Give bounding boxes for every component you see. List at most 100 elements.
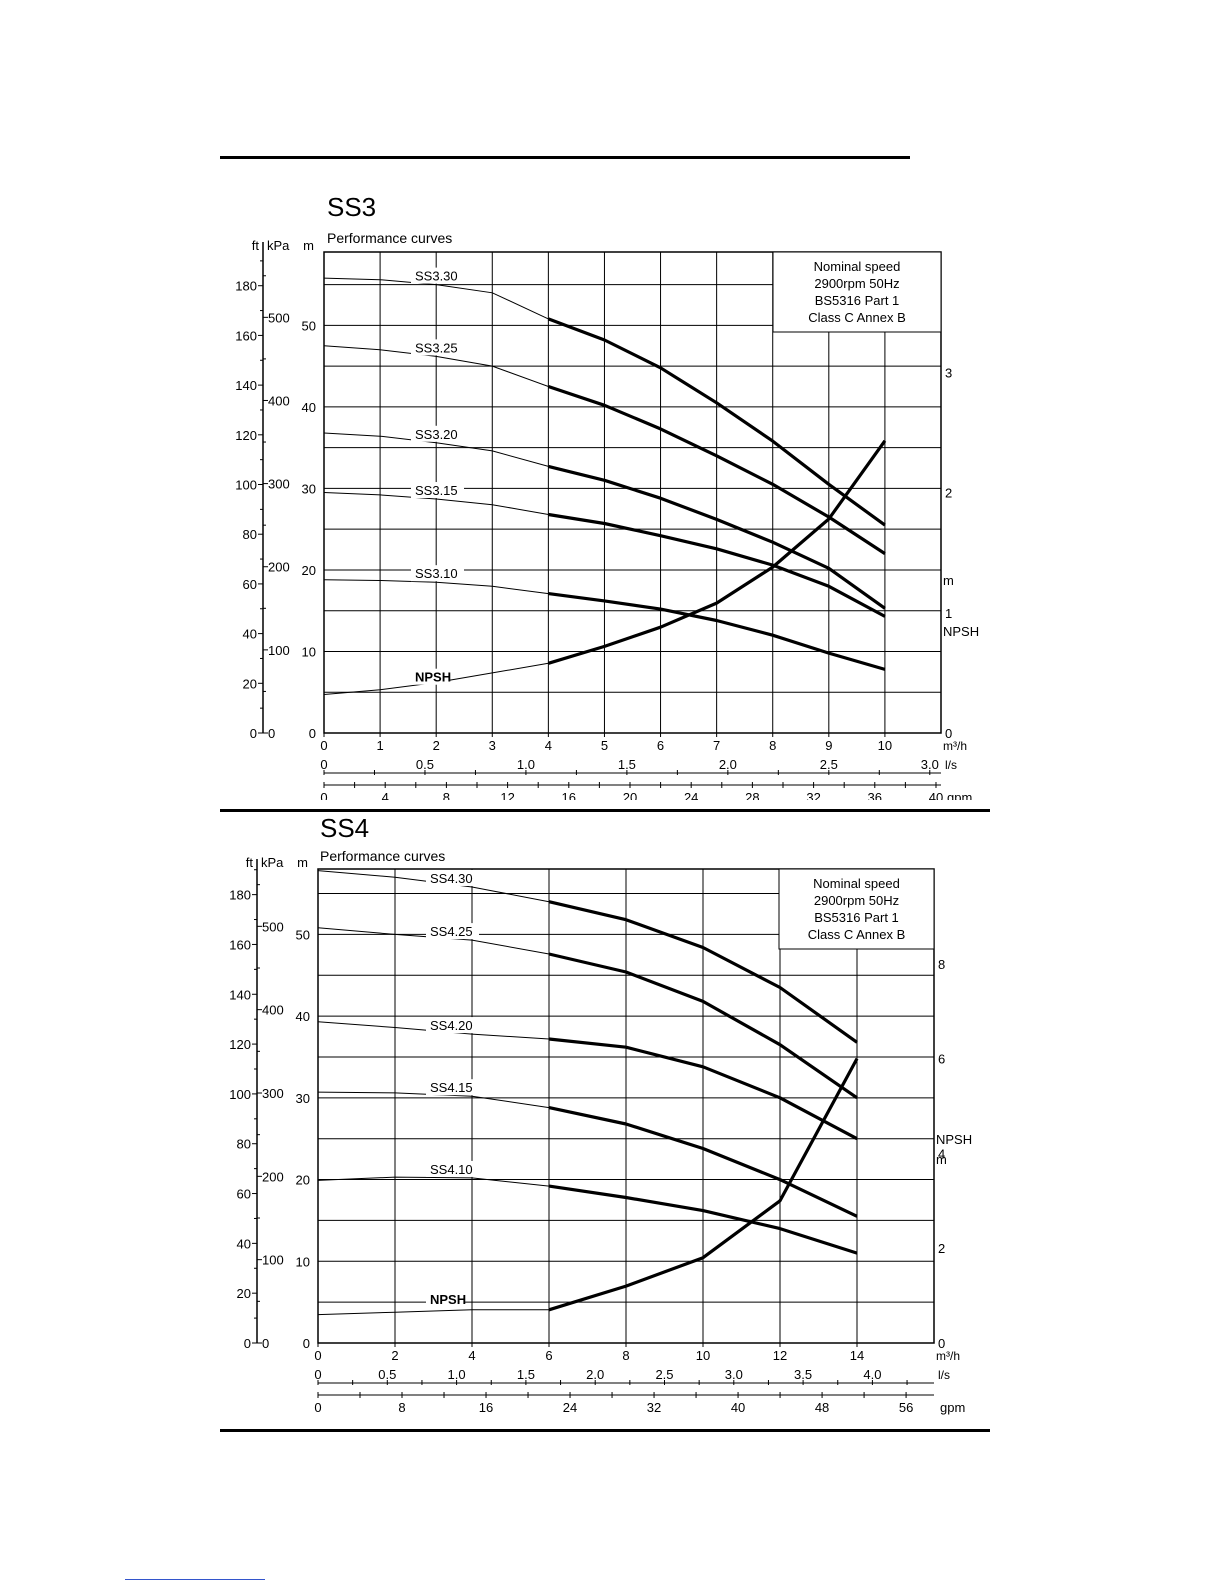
ls-tick-label: 0 (314, 1367, 321, 1382)
ls-tick-label: 1.0 (448, 1367, 466, 1382)
m-tick-label: 30 (302, 481, 316, 496)
ft-tick-label: 20 (237, 1286, 251, 1301)
ls-tick-label: 2.0 (719, 757, 737, 772)
series-ss3-25-curve (323, 345, 549, 387)
series-npsh-label-bg (411, 668, 449, 685)
ft-tick-label: 140 (229, 987, 251, 1002)
npsh-axis-label: NPSH (936, 1132, 972, 1147)
series-ss3-30-curve-bold (547, 317, 886, 527)
series-ss4-25-curve-bold (548, 952, 858, 1100)
ls-tick-label: 4.0 (863, 1367, 881, 1382)
series-npsh-label-bg (426, 1291, 464, 1308)
series-ss3-20-curve (323, 432, 549, 467)
gpm-tick-label: 36 (868, 790, 882, 800)
kpa-tick-label: 400 (262, 1003, 284, 1018)
series-ss3-30-label-bg (411, 267, 464, 284)
kpa-tick-label: 300 (268, 477, 290, 492)
gpm-tick-label: 24 (563, 1400, 577, 1415)
npsh-tick-label: 1 (945, 606, 952, 621)
series-npsh-curve (317, 1309, 549, 1316)
series-ss3-15-label-bg (411, 482, 464, 499)
ls-tick-label: 0 (320, 757, 327, 772)
m-tick-label: 10 (296, 1254, 310, 1269)
npsh-tick-label: 4 (938, 1146, 945, 1161)
series-ss3-20-label-bg (411, 425, 464, 442)
npsh-tick-label: 8 (938, 957, 945, 972)
note-box (772, 251, 942, 333)
series-ss4-10-curve-bold (548, 1184, 858, 1255)
m3h-tick-label: 2 (391, 1348, 398, 1363)
m3h-tick-label: 8 (769, 738, 776, 753)
series-ss4-20-curve-bold (548, 1037, 858, 1141)
chart-title: SS3 (327, 192, 376, 222)
kpa-tick-label: 500 (262, 919, 284, 934)
series-ss4-25-label-bg (426, 923, 479, 940)
series-ss4-10-label-bg (426, 1160, 479, 1177)
ft-axis-label: ft (252, 238, 260, 253)
kpa-tick-label: 200 (262, 1169, 284, 1184)
gpm-tick-label: 16 (479, 1400, 493, 1415)
series-ss3-30-label: SS3.30 (415, 269, 458, 284)
note-box (778, 868, 935, 950)
ls-tick-label: 1.5 (517, 1367, 535, 1382)
ft-tick-label: 140 (235, 378, 257, 393)
series-ss3-15-curve (323, 492, 549, 515)
ft-axis-label: ft (246, 855, 254, 870)
ft-tick-label: 160 (229, 937, 251, 952)
ft-tick-label: 20 (243, 676, 257, 691)
gpm-tick-label: 12 (500, 790, 514, 800)
gpm-tick-label: 8 (443, 790, 450, 800)
footer-link[interactable] (125, 1578, 265, 1580)
ft-tick-label: 40 (237, 1236, 251, 1251)
series-ss4-30-curve-bold (548, 900, 858, 1044)
ls-tick-label: 3.5 (794, 1367, 812, 1382)
series-ss4-30-label-bg (426, 869, 479, 886)
m3h-tick-label: 5 (601, 738, 608, 753)
npsh-axis-label: NPSH (943, 624, 979, 639)
npsh-tick-label: 2 (938, 1241, 945, 1256)
series-ss4-10-curve (317, 1176, 550, 1187)
ft-tick-label: 120 (229, 1037, 251, 1052)
ls-tick-label: 2.0 (586, 1367, 604, 1382)
m3h-tick-label: 0 (314, 1348, 321, 1363)
gpm-tick-label: 40 (731, 1400, 745, 1415)
m3h-tick-label: 6 (657, 738, 664, 753)
ls-tick-label: 1.5 (618, 757, 636, 772)
m-tick-label: 40 (296, 1009, 310, 1024)
m-axis-label: m (297, 855, 308, 870)
npsh-unit-label: m (936, 1152, 947, 1167)
note-line: 2900rpm 50Hz (814, 276, 899, 291)
m3h-tick-label: 4 (545, 738, 552, 753)
m3h-tick-label: 14 (850, 1348, 864, 1363)
ls-tick-label: 0.5 (378, 1367, 396, 1382)
ft-tick-label: 0 (250, 726, 257, 741)
note-line: Class C Annex B (808, 310, 906, 325)
npsh-tick-label: 0 (938, 1336, 945, 1351)
series-ss4-15-label: SS4.15 (430, 1080, 473, 1095)
ft-tick-label: 120 (235, 428, 257, 443)
m3h-axis-label: m³/h (936, 1349, 960, 1363)
m-tick-label: 20 (296, 1173, 310, 1188)
m3h-tick-label: 1 (376, 738, 383, 753)
chart-ss4: SS4 Performance curves Nominal speed 2900rp… (229, 813, 972, 1415)
ft-tick-label: 100 (229, 1087, 251, 1102)
npsh-tick-label: 3 (945, 365, 952, 380)
series-ss4-20-label-bg (426, 1017, 479, 1034)
gpm-tick-label: 20 (623, 790, 637, 800)
chart-subtitle: Performance curves (320, 848, 445, 864)
m-tick-label: 30 (296, 1091, 310, 1106)
ls-tick-label: 3.0 (725, 1367, 743, 1382)
ft-tick-label: 60 (237, 1187, 251, 1202)
middle-rule (220, 809, 990, 812)
series-npsh-curve-bold (547, 439, 887, 665)
m-axis-label: m (303, 238, 314, 253)
m-tick-label: 40 (302, 400, 316, 415)
kpa-tick-label: 500 (268, 310, 290, 325)
npsh-tick-label: 6 (938, 1052, 945, 1067)
gpm-tick-label: 4 (382, 790, 389, 800)
gpm-tick-label: 0 (314, 1400, 321, 1415)
ft-tick-label: 40 (243, 627, 257, 642)
series-ss3-20-label: SS3.20 (415, 427, 458, 442)
series-ss3-10-label-bg (411, 565, 464, 582)
m-tick-label: 20 (302, 563, 316, 578)
